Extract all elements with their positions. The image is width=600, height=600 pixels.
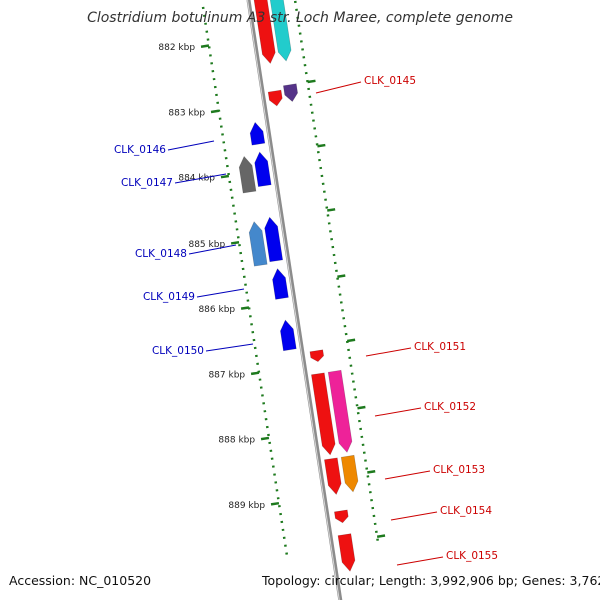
outer-track-tick	[367, 470, 376, 474]
gene-arrow-forward	[253, 0, 276, 64]
outer-track-tick	[327, 208, 336, 212]
gene-arrow-forward	[311, 372, 336, 456]
gene-label-leader	[390, 511, 438, 521]
gene-label-reverse: CLK_0146	[114, 144, 166, 156]
gene-label-forward: CLK_0153	[433, 464, 485, 476]
genome-backbone	[246, 0, 343, 600]
gene-arrow-reverse	[254, 151, 272, 188]
genome-stats-label: Topology: circular; Length: 3,992,906 bp…	[262, 573, 600, 588]
gene-label-reverse: CLK_0147	[121, 177, 173, 189]
ruler-tick-label: 885 kbp	[188, 240, 225, 250]
gene-label-forward: CLK_0152	[424, 401, 476, 413]
gene-arrow-reverse	[248, 221, 268, 267]
outer-track-tick	[317, 143, 326, 148]
gene-arrow-reverse	[272, 268, 289, 300]
accession-label: Accession: NC_010520	[9, 573, 152, 588]
ruler-tick-label: 888 kbp	[218, 436, 255, 446]
gene-label-leader	[205, 343, 254, 352]
ruler-tick-label: 886 kbp	[198, 305, 235, 315]
gene-arrow-forward	[324, 457, 342, 495]
gene-arrow-reverse	[238, 155, 257, 194]
gene-arrow-forward	[267, 89, 283, 107]
gene-label-reverse: CLK_0149	[143, 291, 195, 303]
gene-arrow-forward	[309, 349, 324, 363]
gene-label-leader	[396, 556, 444, 566]
outer-track-tick	[357, 405, 366, 410]
gene-label-leader	[167, 140, 215, 151]
ruler-tick-label: 883 kbp	[168, 108, 205, 118]
gene-label-reverse: CLK_0148	[135, 248, 187, 260]
ruler-tick-label: 889 kbp	[228, 501, 265, 511]
map-title: Clostridium botulinum A3 str. Loch Maree…	[87, 10, 513, 26]
gene-label-leader	[374, 407, 422, 417]
gene-arrow-reverse	[249, 121, 266, 146]
gene-arrow-forward	[340, 454, 359, 493]
ruler-tick	[270, 501, 280, 506]
outer-track-tick	[337, 274, 346, 278]
gene-label-leader	[365, 347, 412, 357]
gene-label-forward: CLK_0145	[364, 75, 416, 87]
gene-arrow-forward	[327, 369, 353, 453]
ruler-tick	[210, 109, 220, 114]
ruler-tick-label: 882 kbp	[158, 43, 195, 53]
gene-arrow-forward	[269, 0, 292, 62]
gene-arrow-forward	[283, 83, 298, 102]
outer-track-tick	[376, 534, 386, 538]
gene-label-leader	[315, 81, 362, 94]
ruler-tick	[240, 306, 250, 310]
gene-label-leader	[174, 173, 227, 184]
ruler-tick	[230, 240, 240, 245]
ruler-tick	[220, 174, 230, 179]
gene-arrow-forward	[334, 509, 349, 524]
gene-arrow-reverse	[264, 216, 284, 263]
outer-track-tick	[347, 338, 356, 343]
genome-backbone-highlight	[247, 0, 340, 600]
gene-label-forward: CLK_0151	[414, 341, 466, 353]
gene-label-forward: CLK_0155	[446, 550, 498, 562]
ruler-tick	[260, 436, 270, 441]
gene-label-leader	[188, 244, 237, 255]
outer-track-tick	[307, 79, 316, 84]
ruler-tick	[200, 44, 210, 48]
ruler-tick	[250, 371, 260, 376]
gene-arrow-reverse	[280, 319, 297, 352]
gene-label-forward: CLK_0154	[440, 505, 492, 517]
ruler-tick-label: 887 kbp	[208, 370, 245, 380]
gene-arrow-forward	[337, 533, 356, 572]
ruler-tick-label: 884 kbp	[178, 174, 215, 184]
gene-label-reverse: CLK_0150	[152, 345, 204, 357]
gene-label-leader	[196, 288, 245, 298]
gene-label-leader	[384, 470, 431, 480]
